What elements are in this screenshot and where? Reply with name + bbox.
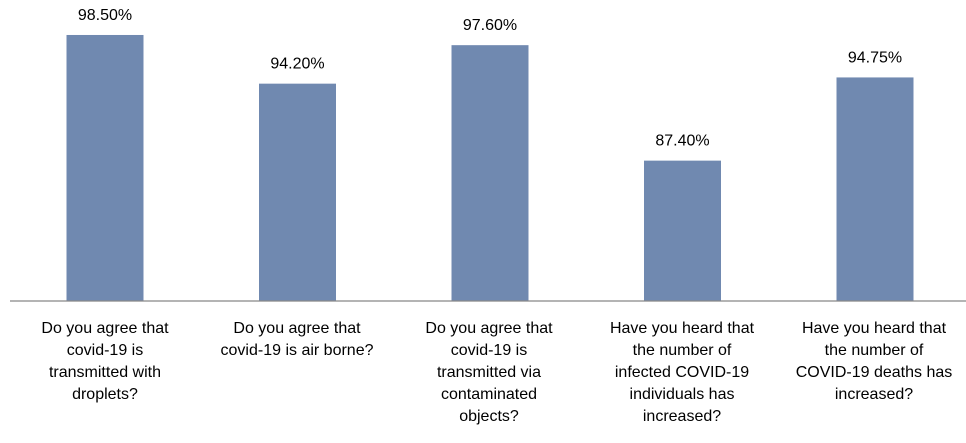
category-label-1: Do you agree that covid-19 is transmitte… xyxy=(41,320,169,403)
bars-group xyxy=(66,34,914,302)
bar-4 xyxy=(644,160,721,301)
data-label-1: 98.50% xyxy=(78,7,132,24)
data-label-2: 94.20% xyxy=(270,56,324,73)
data-label-4: 87.40% xyxy=(655,133,709,150)
data-label-3: 97.60% xyxy=(463,17,517,34)
category-label-3: Do you agree that covid-19 is transmitte… xyxy=(425,320,553,425)
category-label-4: Have you heard that the number of infect… xyxy=(609,320,755,425)
category-label-5: Have you heard that the number of COVID-… xyxy=(795,320,953,403)
bar-2 xyxy=(259,83,336,301)
bar-5 xyxy=(836,77,914,302)
bar-3 xyxy=(451,45,529,301)
value-labels-group: 98.50% 94.20% 97.60% 87.40% 94.75% xyxy=(78,7,902,150)
data-label-5: 94.75% xyxy=(848,49,902,66)
category-label-2: Do you agree that covid-19 is air borne? xyxy=(220,320,374,359)
bar-1 xyxy=(66,34,144,301)
